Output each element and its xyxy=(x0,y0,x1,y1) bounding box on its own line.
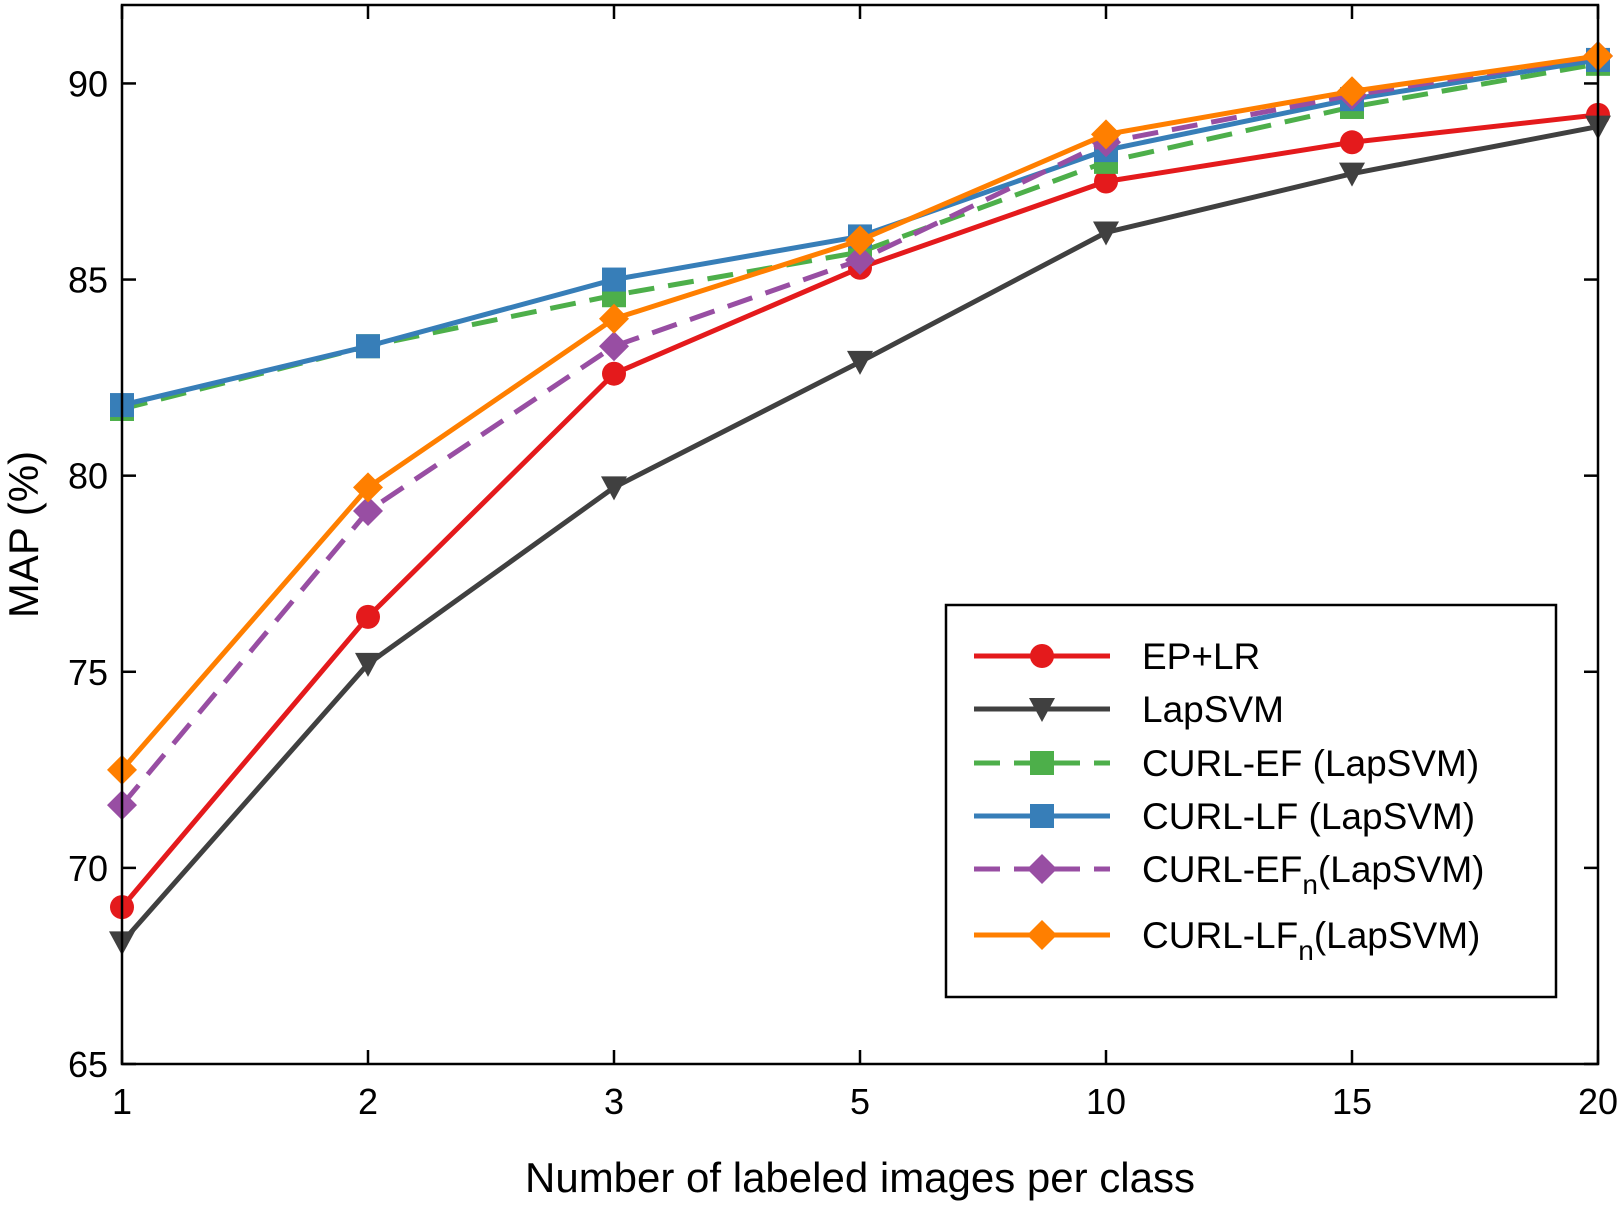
data-point xyxy=(1094,169,1118,194)
data-point xyxy=(845,225,875,256)
x-tick-label: 15 xyxy=(1332,1081,1372,1122)
legend-swatch-marker xyxy=(1029,698,1055,722)
axis-ticks: 65 70 75 80 85 90 1 2 3 5 10 15 20 xyxy=(68,5,1618,1122)
legend-item-ep-lr: EP+LR xyxy=(974,636,1260,677)
x-tick-label: 5 xyxy=(850,1081,870,1122)
y-tick-label: 80 xyxy=(68,456,108,497)
legend-swatch-marker xyxy=(1027,854,1057,884)
data-point xyxy=(1337,76,1367,107)
x-tick-label: 3 xyxy=(604,1081,624,1122)
data-point xyxy=(356,604,380,629)
y-tick-label: 85 xyxy=(68,260,108,301)
y-tick-label: 90 xyxy=(68,63,108,104)
data-point xyxy=(1091,119,1121,150)
data-point xyxy=(355,652,381,677)
data-point xyxy=(599,331,629,362)
legend-item-curl-ef-lapsvm: CURL-EF (LapSVM) xyxy=(974,743,1479,784)
legend-label-name: CURL-LF (LapSVM) xyxy=(1142,796,1475,837)
data-point xyxy=(356,334,380,359)
legend: EP+LR LapSVM CURL-EF (LapSVM) CURL-LF (LapS… xyxy=(944,603,1558,999)
legend-label: EP+LR xyxy=(1142,636,1260,677)
legend-label-suffix: (LapSVM) xyxy=(1318,849,1485,890)
legend-label: CURL-EF (LapSVM) xyxy=(1142,743,1479,784)
legend-label: LapSVM xyxy=(1142,689,1284,730)
legend-label-name: LapSVM xyxy=(1142,689,1284,730)
legend-label-name: CURL-EF xyxy=(1142,849,1302,890)
x-tick-label: 2 xyxy=(358,1081,378,1122)
y-tick-label: 70 xyxy=(68,848,108,889)
legend-swatch-marker xyxy=(1030,804,1054,828)
data-point xyxy=(845,244,875,275)
legend-label-name: EP+LR xyxy=(1142,636,1260,677)
legend-label: CURL-LFn(LapSVM) xyxy=(1142,915,1480,966)
x-axis-title: Number of labeled images per class xyxy=(525,1154,1195,1201)
legend-item-curl-lf-n-lapsvm: CURL-LFn(LapSVM) xyxy=(974,915,1480,966)
legend-label-subscript: n xyxy=(1302,869,1318,900)
data-point xyxy=(353,495,383,526)
legend-item-curl-lf-lapsvm: CURL-LF (LapSVM) xyxy=(974,796,1475,837)
data-point xyxy=(1339,162,1365,187)
x-tick-label: 10 xyxy=(1086,1081,1126,1122)
legend-label-suffix: (LapSVM) xyxy=(1314,915,1481,956)
data-point xyxy=(353,472,383,503)
y-tick-label: 65 xyxy=(68,1044,108,1085)
data-point xyxy=(599,303,629,334)
legend-label-name: CURL-LF xyxy=(1142,915,1298,956)
y-axis-title: MAP (%) xyxy=(0,451,47,618)
data-point xyxy=(602,361,626,386)
y-tick-label: 75 xyxy=(68,652,108,693)
legend-label-subscript: n xyxy=(1298,935,1314,966)
x-tick-label: 20 xyxy=(1578,1081,1618,1122)
legend-swatch-marker xyxy=(1027,920,1057,950)
legend-label: CURL-EFn(LapSVM) xyxy=(1142,849,1484,900)
legend-label-name: CURL-EF (LapSVM) xyxy=(1142,743,1479,784)
data-point xyxy=(601,476,627,501)
legend-label: CURL-LF (LapSVM) xyxy=(1142,796,1475,837)
legend-item-lapsvm: LapSVM xyxy=(974,689,1284,730)
data-point xyxy=(1093,221,1119,246)
data-point xyxy=(847,350,873,375)
legend-item-curl-ef-n-lapsvm: CURL-EFn(LapSVM) xyxy=(974,849,1484,900)
data-point xyxy=(602,267,626,292)
data-point xyxy=(1340,130,1364,155)
x-tick-label: 1 xyxy=(112,1081,132,1122)
legend-swatch-marker xyxy=(1030,644,1054,668)
legend-swatch-marker xyxy=(1030,751,1054,775)
